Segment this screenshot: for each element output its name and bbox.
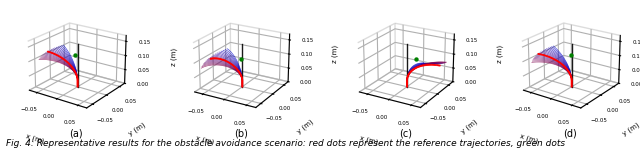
Y-axis label: y (m): y (m) [460, 118, 479, 135]
X-axis label: x (m): x (m) [25, 132, 44, 144]
Y-axis label: y (m): y (m) [296, 118, 314, 135]
X-axis label: x (m): x (m) [195, 135, 214, 145]
Title: (b): (b) [234, 129, 248, 139]
X-axis label: x (m): x (m) [519, 132, 538, 144]
Title: (c): (c) [399, 129, 412, 139]
Y-axis label: y (m): y (m) [128, 122, 147, 137]
Y-axis label: y (m): y (m) [622, 122, 640, 137]
Title: (d): (d) [563, 129, 577, 139]
X-axis label: x (m): x (m) [360, 135, 379, 145]
Text: Fig. 4: Representative results for the obstacle avoidance scenario: red dots rep: Fig. 4: Representative results for the o… [6, 139, 566, 148]
Title: (a): (a) [69, 129, 83, 139]
